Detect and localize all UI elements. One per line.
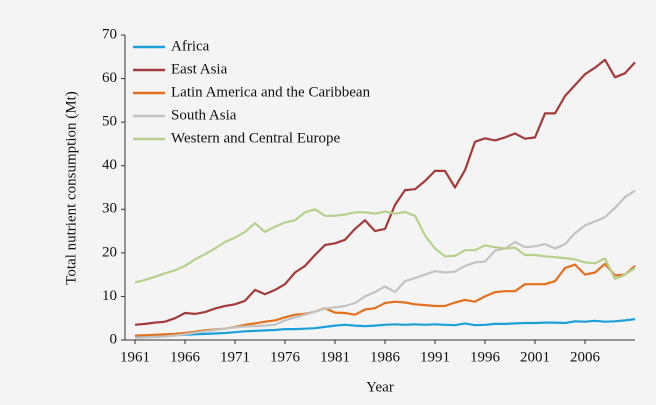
series-line bbox=[134, 318, 636, 338]
series-line bbox=[134, 58, 636, 326]
legend-label: Latin America and the Caribbean bbox=[171, 84, 371, 100]
y-tick-label: 20 bbox=[102, 244, 117, 260]
legend-label: East Asia bbox=[171, 61, 228, 77]
y-tick-label: 70 bbox=[102, 26, 117, 42]
y-tick-label: 10 bbox=[102, 288, 117, 304]
y-tick-label: 0 bbox=[110, 331, 118, 347]
series-line bbox=[134, 208, 636, 284]
y-axis-title: Total nutrient consumption (Mt) bbox=[63, 91, 79, 285]
x-tick-label: 1971 bbox=[220, 349, 250, 365]
y-tick-label: 50 bbox=[102, 114, 117, 130]
x-tick-label: 1976 bbox=[270, 349, 301, 365]
x-tick-label: 1981 bbox=[320, 349, 350, 365]
x-tick-label: 1966 bbox=[170, 349, 201, 365]
y-tick-label: 40 bbox=[102, 157, 117, 173]
legend-label: Western and Central Europe bbox=[171, 130, 340, 146]
legend-label: Africa bbox=[171, 38, 210, 54]
x-tick-label: 2001 bbox=[520, 349, 550, 365]
x-tick-label: 1986 bbox=[370, 349, 401, 365]
x-tick-label: 1996 bbox=[470, 349, 501, 365]
x-tick-label: 1991 bbox=[420, 349, 450, 365]
x-tick-label: 1961 bbox=[120, 349, 150, 365]
y-tick-label: 60 bbox=[102, 70, 117, 86]
y-tick-label: 30 bbox=[102, 201, 117, 217]
series-line bbox=[134, 189, 636, 339]
x-tick-label: 2006 bbox=[570, 349, 601, 365]
x-axis-title: Year bbox=[366, 379, 394, 395]
legend-label: South Asia bbox=[171, 107, 237, 123]
